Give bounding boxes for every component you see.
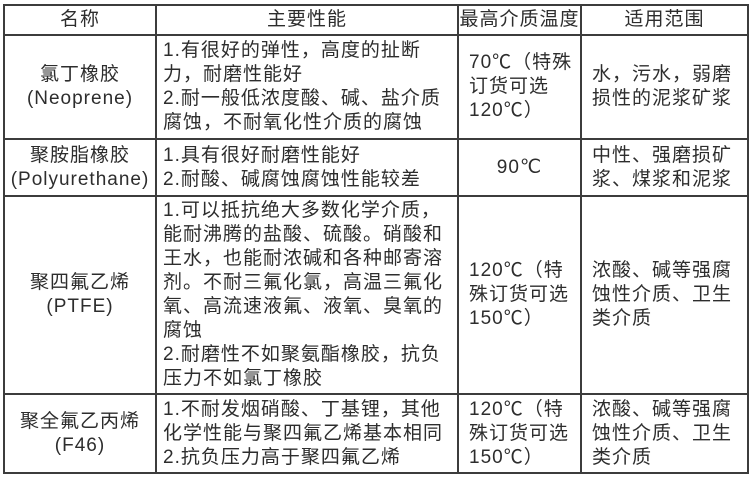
material-name-cell: 氯丁橡胶 (Neoprene) — [3, 34, 157, 140]
column-header-application-range: 适用范围 — [580, 4, 749, 36]
performance-item-2: 2.耐一般低浓度酸、碱、盐介质腐蚀，不耐氧化性介质的腐蚀 — [163, 88, 441, 133]
header-row: 名称 主要性能 最高介质温度 适用范围 — [3, 4, 749, 36]
performance-cell: 1.不耐发烟硝酸、丁基锂，其他化学性能与聚四氟乙烯基本相同 2.抗负压力高于聚四… — [155, 393, 459, 474]
lining-material-properties-table: 名称 主要性能 最高介质温度 适用范围 氯丁橡胶 (Neoprene) 1.有很… — [3, 4, 749, 474]
material-name-en: (PTFE) — [46, 296, 114, 317]
application-cell: 中性、强磨损矿浆、煤浆和泥浆 — [580, 138, 749, 197]
max-temp-cell: 120℃（特殊订货可选150℃） — [457, 393, 582, 474]
application-cell: 浓酸、碱等强腐蚀性介质、卫生类介质 — [580, 195, 749, 395]
material-name-en: (F46) — [54, 434, 106, 456]
application-cell: 水，污水，弱磨损性的泥浆矿浆 — [580, 34, 749, 140]
performance-item-2: 2.耐磨性不如聚氨酯橡胶，抗负压力不如氯丁橡胶 — [163, 344, 441, 389]
material-name-cell: 聚胺脂橡胶 (Polyurethane) — [3, 138, 157, 197]
material-name-cn: 聚胺脂橡胶 — [29, 144, 130, 166]
max-temp-cell: 120℃（特殊订货可选150℃） — [457, 195, 582, 395]
material-name-cn: 聚全氟乙丙烯 — [19, 410, 140, 432]
column-header-name: 名称 — [3, 4, 157, 36]
material-name-cell: 聚四氟乙烯 (PTFE) — [3, 195, 157, 395]
performance-item-1: 1.具有很好耐磨性能好 — [163, 144, 361, 166]
material-name-cn: 聚四氟乙烯 — [29, 272, 130, 293]
performance-cell: 1.有很好的弹性，高度的扯断力，耐磨性能好 2.耐一般低浓度酸、碱、盐介质腐蚀，… — [155, 34, 459, 140]
material-name-cell: 聚全氟乙丙烯 (F46) — [3, 393, 157, 474]
material-name-cn: 氯丁橡胶 — [39, 64, 120, 85]
table-row-ptfe: 聚四氟乙烯 (PTFE) 1.可以抵抗绝大多数化学介质，能耐沸腾的盐酸、硫酸。硝… — [3, 195, 749, 395]
performance-cell: 1.具有很好耐磨性能好 2.耐酸、碱腐蚀腐蚀性能较差 — [155, 138, 459, 197]
column-header-performance: 主要性能 — [155, 4, 459, 36]
performance-item-2: 2.耐酸、碱腐蚀腐蚀性能较差 — [163, 168, 421, 190]
table-row-polyurethane: 聚胺脂橡胶 (Polyurethane) 1.具有很好耐磨性能好 2.耐酸、碱腐… — [3, 138, 749, 197]
material-name-en: (Polyurethane) — [10, 168, 150, 190]
performance-cell: 1.可以抵抗绝大多数化学介质，能耐沸腾的盐酸、硫酸。硝酸和王水，也能耐浓碱和各种… — [155, 195, 459, 395]
table-row-neoprene: 氯丁橡胶 (Neoprene) 1.有很好的弹性，高度的扯断力，耐磨性能好 2.… — [3, 34, 749, 140]
max-temp-cell: 90℃ — [457, 138, 582, 197]
application-cell: 浓酸、碱等强腐蚀性介质、卫生类介质 — [580, 393, 749, 474]
column-header-max-medium-temperature: 最高介质温度 — [457, 4, 582, 36]
performance-item-1: 1.不耐发烟硝酸、丁基锂，其他化学性能与聚四氟乙烯基本相同 — [163, 398, 444, 444]
performance-item-1: 1.可以抵抗绝大多数化学介质，能耐沸腾的盐酸、硫酸。硝酸和王水，也能耐浓碱和各种… — [163, 200, 444, 341]
table-row-f46: 聚全氟乙丙烯 (F46) 1.不耐发烟硝酸、丁基锂，其他化学性能与聚四氟乙烯基本… — [3, 393, 749, 474]
max-temp-cell: 70℃（特殊订货可选120℃） — [457, 34, 582, 140]
performance-item-1: 1.有很好的弹性，高度的扯断力，耐磨性能好 — [163, 40, 421, 85]
performance-item-2: 2.抗负压力高于聚四氟乙烯 — [163, 446, 401, 468]
material-name-en: (Neoprene) — [26, 88, 134, 109]
